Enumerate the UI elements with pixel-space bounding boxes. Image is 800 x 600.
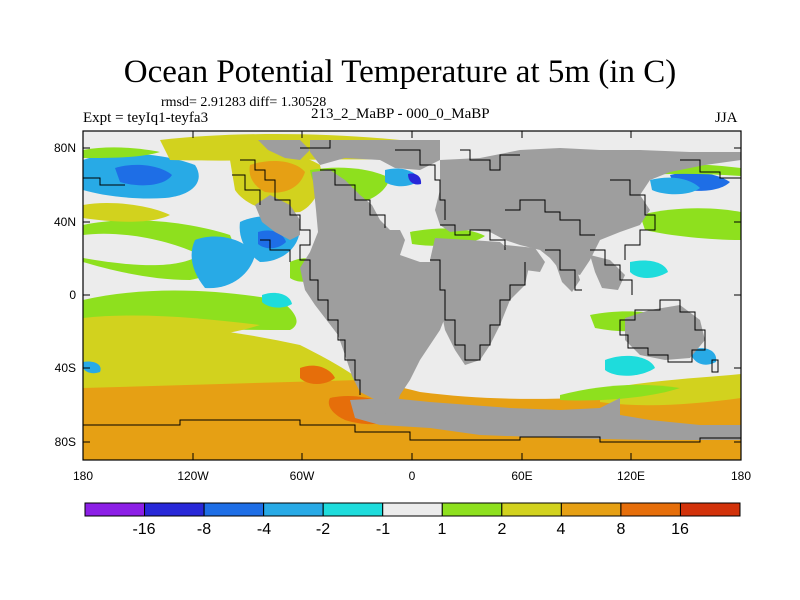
colorbar-label: -8 xyxy=(197,521,211,538)
season-label: JJA xyxy=(715,110,738,126)
colorbar-label: -2 xyxy=(316,521,330,538)
field-sindian-cyan xyxy=(605,355,655,376)
lon-tick-label: 120E xyxy=(617,469,645,483)
colorbar xyxy=(84,502,741,517)
lon-tick-label: 120W xyxy=(177,469,209,483)
colorbar-swatch xyxy=(560,502,622,517)
colorbar-label: -4 xyxy=(257,521,271,538)
lon-tick-label: 180 xyxy=(731,469,751,483)
field-pacific-white-wedge xyxy=(83,233,200,266)
field-north-pacific-green xyxy=(83,147,160,158)
field-aus-cyan xyxy=(690,348,717,365)
field-mid-atl-blue xyxy=(258,230,286,249)
lat-tick-label: 40S xyxy=(55,361,76,375)
colorbar-swatch xyxy=(322,502,384,517)
land-antarctica xyxy=(350,398,741,440)
colorbar-swatch xyxy=(441,502,503,517)
land-greenland xyxy=(310,140,440,170)
field-south-atl-orange xyxy=(300,365,335,384)
lat-tick-label: 40N xyxy=(54,215,76,229)
field-north-pacific-blue xyxy=(115,164,172,186)
stats-line: rmsd= 2.91283 diff= 1.30528 xyxy=(161,95,327,110)
colorbar-label: -1 xyxy=(376,521,390,538)
lat-tick-label: 80S xyxy=(55,435,76,449)
colorbar-label: -16 xyxy=(132,521,155,538)
map-title: Ocean Potential Temperature at 5m (in C) xyxy=(123,54,677,90)
land-arabia xyxy=(505,245,545,272)
colorbar-swatch xyxy=(620,502,681,517)
colorbar-label: 4 xyxy=(557,521,566,538)
lat-tick-labels: 80N 40N 0 40S 80S xyxy=(54,141,76,449)
land-australia xyxy=(625,305,705,360)
field-natl-orange xyxy=(249,160,305,193)
experiment-label: Expt = teyIq1-teyfa3 xyxy=(83,110,209,126)
colorbar-swatch xyxy=(144,502,205,517)
colorbar-label: 8 xyxy=(617,521,626,538)
lat-tick-label: 80N xyxy=(54,141,76,155)
lon-tick-label: 60W xyxy=(290,469,315,483)
colorbar-swatch xyxy=(679,502,741,517)
land-antarctic-shelf xyxy=(380,410,620,432)
land-masses xyxy=(255,140,741,440)
land-se-asia xyxy=(590,255,625,290)
colorbar-labels: -16 -8 -4 -2 -1 1 2 4 8 16 xyxy=(132,521,689,538)
colorbar-swatch xyxy=(382,502,443,517)
field-pacific-yellow xyxy=(83,315,260,350)
lon-tick-label: 180 xyxy=(73,469,93,483)
colorbar-swatch xyxy=(501,502,562,517)
lat-tick-label: 0 xyxy=(69,288,76,302)
land-n-canada xyxy=(258,140,310,160)
field-pacific-yellow-nw xyxy=(83,203,170,222)
field-wpac-green xyxy=(640,208,741,240)
field-sw-cyan xyxy=(83,361,101,374)
colorbar-label: 2 xyxy=(498,521,507,538)
field-natl-blue xyxy=(408,173,422,185)
field-pacific-cyan xyxy=(191,236,255,289)
lon-tick-label: 60E xyxy=(511,469,532,483)
land-n-america-w xyxy=(255,195,300,240)
colorbar-label: 16 xyxy=(671,521,689,538)
field-atl-cyan-eq xyxy=(262,292,292,308)
lon-tick-labels: 180 120W 60W 0 60E 120E 180 xyxy=(73,469,751,483)
field-indian-green xyxy=(560,384,680,401)
colorbar-swatch xyxy=(84,502,146,517)
lon-tick-label: 0 xyxy=(409,469,416,483)
colorbar-label: 1 xyxy=(438,521,447,538)
lon-tick-marks xyxy=(192,131,632,460)
experiment-name: 213_2_MaBP - 000_0_MaBP xyxy=(311,106,490,122)
lat-tick-marks xyxy=(83,147,741,443)
field-wpac-cyan xyxy=(650,177,700,195)
colorbar-swatch xyxy=(263,502,324,517)
field-indian-cyan-e xyxy=(630,260,668,278)
map-field xyxy=(83,131,741,460)
colorbar-swatch xyxy=(203,502,265,517)
land-eurasia xyxy=(435,148,741,275)
coastlines xyxy=(83,140,741,443)
land-americas xyxy=(300,170,450,410)
